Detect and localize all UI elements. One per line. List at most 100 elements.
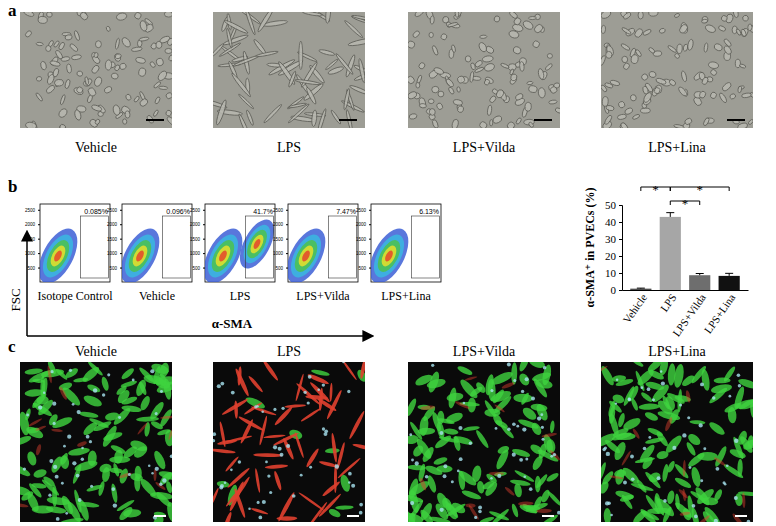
- nucleus: [729, 395, 732, 398]
- cell: [737, 122, 748, 128]
- tick-mark: [286, 268, 288, 269]
- caption: Vehicle: [139, 289, 175, 303]
- green-cell: [603, 438, 622, 455]
- tick: 2000: [356, 222, 371, 227]
- nucleus: [660, 370, 662, 372]
- caption: Vehicle: [75, 140, 117, 155]
- axis-line: [619, 206, 623, 291]
- cell: [79, 12, 89, 21]
- bar: [660, 217, 681, 290]
- nucleus: [443, 464, 447, 468]
- cell: [116, 12, 128, 21]
- red-fiber: [329, 383, 333, 402]
- nucleus: [557, 511, 560, 515]
- panel-label: b: [8, 177, 17, 196]
- red-fiber: [682, 460, 686, 477]
- cell: [65, 34, 73, 40]
- cell: [457, 105, 465, 113]
- green-cell: [735, 493, 744, 506]
- nucleus: [737, 373, 741, 377]
- nucleus: [359, 511, 363, 515]
- density-contour: [40, 222, 85, 282]
- image-background: [408, 362, 560, 522]
- red-fiber: [742, 492, 746, 508]
- nucleus: [351, 484, 355, 488]
- tick-label: 0: [611, 284, 617, 296]
- nucleus: [714, 519, 718, 522]
- cell: [451, 45, 456, 53]
- cell: [154, 96, 161, 104]
- cell: [429, 32, 433, 37]
- bar: [689, 275, 710, 290]
- cell: [703, 117, 711, 126]
- red-fiber: [621, 450, 632, 466]
- nucleus: [342, 362, 345, 363]
- nucleus: [78, 498, 82, 502]
- green-cell: [24, 408, 32, 421]
- nucleus: [409, 433, 412, 436]
- nucleus: [550, 455, 553, 458]
- nucleus: [55, 475, 59, 479]
- green-cell: [144, 422, 151, 437]
- cell: [94, 52, 99, 58]
- cell: [159, 86, 168, 90]
- cell: [709, 91, 717, 99]
- nucleus: [148, 464, 151, 467]
- axis-title: α-SMA⁺ in PVECs (%): [583, 187, 597, 307]
- tick-label: 2500: [356, 208, 367, 213]
- tick: 2500: [25, 208, 40, 213]
- nucleus: [519, 458, 523, 462]
- tick: 2500: [190, 208, 205, 213]
- tick-label: 30: [605, 233, 617, 245]
- scale-bar: [542, 515, 554, 517]
- tick: 10: [605, 267, 622, 279]
- green-cell: [483, 480, 499, 498]
- error-bar: [696, 274, 704, 276]
- nucleus: [703, 447, 706, 450]
- cell: [617, 114, 627, 120]
- cell: [532, 40, 541, 49]
- nucleus: [478, 506, 482, 510]
- cell: [418, 97, 426, 108]
- cell: [111, 72, 119, 79]
- nucleus: [308, 375, 312, 379]
- green-cell: [456, 365, 473, 377]
- image-background: [20, 362, 172, 522]
- red-fiber: [679, 511, 690, 516]
- red-fiber: [233, 488, 247, 519]
- green-cell: [484, 374, 495, 396]
- error-bar-cap: [666, 212, 674, 213]
- tick-mark: [203, 210, 205, 211]
- nucleus: [107, 373, 110, 376]
- red-fiber: [20, 503, 29, 508]
- cell: [674, 53, 681, 60]
- green-cell: [121, 405, 142, 414]
- green-cell: [457, 470, 466, 490]
- green-cell: [120, 366, 136, 381]
- red-fiber: [419, 477, 428, 491]
- gate-percent: 41.7%: [253, 208, 273, 215]
- red-fiber: [307, 373, 330, 386]
- significance-star: *: [696, 182, 703, 197]
- cell: [165, 92, 172, 100]
- cell: [318, 49, 335, 57]
- nucleus: [652, 398, 655, 401]
- nucleus: [38, 405, 42, 409]
- cell: [238, 93, 255, 109]
- nucleus: [322, 427, 325, 430]
- tick-mark: [38, 268, 40, 269]
- red-fiber: [168, 429, 172, 441]
- error-bar: [637, 288, 645, 290]
- green-cell: [630, 398, 639, 412]
- cell: [432, 119, 440, 128]
- cell: [651, 85, 661, 97]
- nucleus: [281, 407, 284, 410]
- caption: LPS+Lina: [648, 140, 706, 155]
- red-fiber: [35, 425, 46, 432]
- caption: Vehicle: [75, 344, 117, 359]
- green-cell: [408, 397, 418, 417]
- nucleus: [440, 508, 444, 512]
- cell: [430, 16, 435, 25]
- cell: [533, 23, 544, 34]
- micrograph: [408, 12, 560, 128]
